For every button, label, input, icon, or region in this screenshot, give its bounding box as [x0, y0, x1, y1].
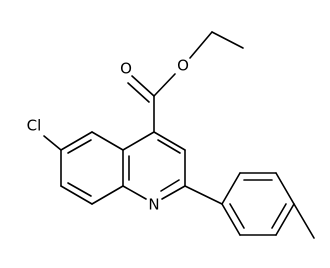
bond — [131, 75, 155, 97]
bond — [160, 179, 180, 192]
bond — [221, 203, 241, 236]
bond — [211, 31, 244, 49]
bond — [153, 73, 176, 97]
bond — [229, 203, 245, 229]
bond — [275, 172, 295, 205]
bond — [67, 182, 92, 197]
atom-label: N — [148, 196, 159, 214]
bond — [122, 131, 155, 151]
bond — [275, 203, 295, 236]
bond — [91, 131, 124, 151]
bond — [153, 131, 186, 151]
bond — [189, 31, 213, 59]
atom-label: O — [177, 57, 189, 75]
atom-label: O — [120, 60, 132, 78]
bond — [127, 82, 150, 103]
bond — [161, 185, 186, 200]
bond — [43, 135, 62, 151]
bond — [91, 185, 124, 205]
bond — [60, 131, 93, 151]
bond — [67, 139, 92, 154]
atom-label: Cl — [27, 117, 42, 135]
bond — [184, 185, 223, 205]
bond — [122, 185, 147, 200]
bond — [271, 203, 287, 229]
bond — [60, 185, 93, 205]
bond — [293, 203, 315, 239]
bond — [221, 172, 241, 205]
bonds — [43, 31, 315, 239]
bond — [157, 139, 181, 154]
